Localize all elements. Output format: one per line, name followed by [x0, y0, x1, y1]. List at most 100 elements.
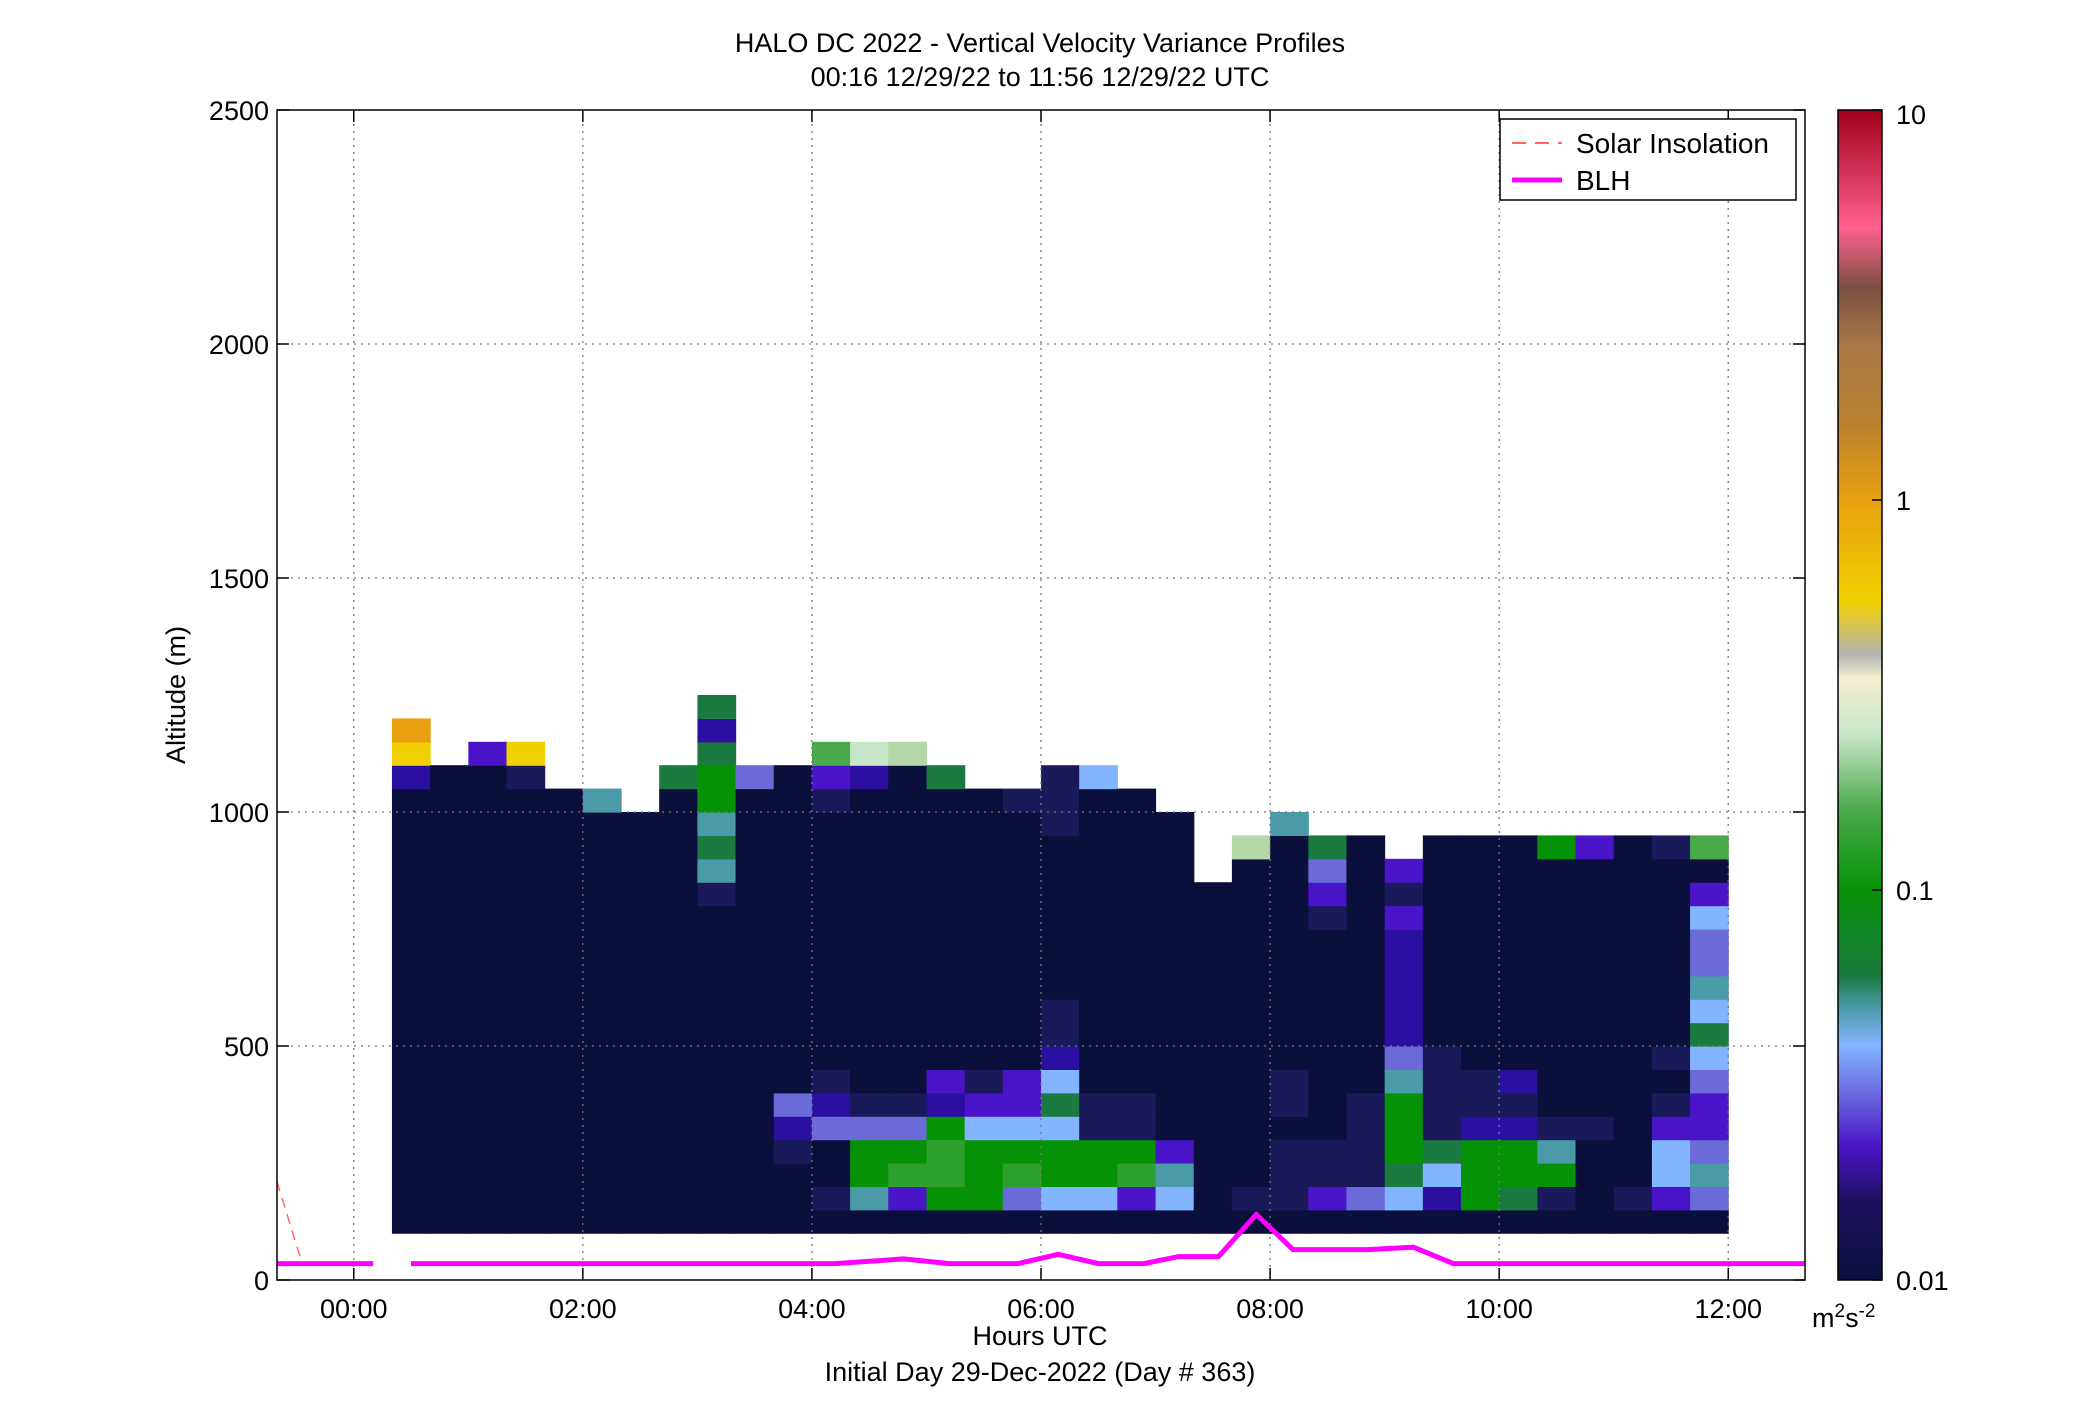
- heatmap-cell: [850, 1092, 889, 1117]
- heatmap-cell: [1690, 1163, 1729, 1187]
- heatmap-cell: [1575, 835, 1615, 860]
- heatmap-cell: [1117, 1116, 1157, 1141]
- heatmap-cell: [544, 975, 584, 1000]
- heatmap-cell: [697, 835, 737, 860]
- heatmap-cell: [1117, 1046, 1157, 1070]
- heatmap-cell: [468, 952, 508, 977]
- heatmap-cell: [1117, 1139, 1157, 1164]
- heatmap-cell: [1651, 835, 1691, 860]
- heatmap-cell: [1270, 1209, 1309, 1234]
- heatmap-cell: [1499, 1163, 1538, 1187]
- heatmap-cell: [888, 975, 927, 1000]
- heatmap-cell: [621, 975, 660, 1000]
- heatmap-cell: [582, 1139, 622, 1164]
- heatmap-cell: [544, 905, 584, 930]
- heatmap-cell: [888, 952, 927, 977]
- heatmap-cell: [1346, 975, 1386, 1000]
- heatmap-cell: [773, 1116, 813, 1141]
- heatmap-cell: [1079, 1069, 1118, 1094]
- heatmap-cell: [1155, 835, 1195, 860]
- heatmap-cell: [1537, 905, 1577, 930]
- heatmap-cell: [468, 1116, 508, 1141]
- heatmap-cell: [391, 1163, 431, 1187]
- heatmap-cell: [926, 812, 966, 836]
- heatmap-cell: [659, 1069, 698, 1094]
- heatmap-cell: [1155, 1092, 1195, 1117]
- heatmap-cell: [964, 975, 1004, 1000]
- heatmap-cell: [697, 975, 737, 1000]
- heatmap-cell: [1499, 1022, 1538, 1047]
- heatmap-cell: [1231, 1163, 1271, 1187]
- y-tick-label: 2000: [209, 330, 269, 360]
- heatmap-cell: [1346, 1046, 1386, 1070]
- heatmap-cell: [1270, 1139, 1309, 1164]
- heatmap-cell: [1193, 1022, 1233, 1047]
- heatmap-cell: [1575, 882, 1615, 907]
- heatmap-cell: [506, 882, 546, 907]
- heatmap-cell: [391, 905, 431, 930]
- heatmap-cell: [659, 1022, 698, 1047]
- heatmap-cell: [621, 929, 660, 953]
- heatmap-cell: [1422, 1069, 1462, 1094]
- heatmap-cell: [430, 1116, 469, 1141]
- heatmap-cell: [1155, 1186, 1195, 1211]
- heatmap-cell: [430, 999, 469, 1024]
- heatmap-cell: [659, 882, 698, 907]
- heatmap-cell: [1193, 975, 1233, 1000]
- heatmap-cell: [1193, 882, 1233, 907]
- heatmap-cell: [1346, 1092, 1386, 1117]
- heatmap-cell: [582, 858, 622, 883]
- heatmap-cell: [1117, 858, 1157, 883]
- heatmap-cell: [582, 882, 622, 907]
- heatmap-cell: [1384, 1209, 1424, 1234]
- heatmap-cell: [621, 858, 660, 883]
- heatmap-cell: [1690, 1022, 1729, 1047]
- heatmap-cell: [811, 1116, 851, 1141]
- heatmap-cell: [1460, 1046, 1500, 1070]
- heatmap-cell: [1270, 858, 1309, 883]
- heatmap-cell: [430, 788, 469, 813]
- heatmap-cell: [773, 1163, 813, 1187]
- heatmap-cell: [468, 788, 508, 813]
- heatmap-cell: [506, 952, 546, 977]
- heatmap-cell: [1613, 1116, 1653, 1141]
- heatmap-cell: [1613, 1163, 1653, 1187]
- heatmap-cell: [1270, 812, 1309, 836]
- heatmap-cell: [926, 952, 966, 977]
- heatmap-cell: [964, 1069, 1004, 1094]
- heatmap-cell: [1270, 1186, 1309, 1211]
- heatmap-cell: [1651, 1092, 1691, 1117]
- heatmap-cell: [1002, 858, 1042, 883]
- heatmap-cell: [1117, 1163, 1157, 1187]
- legend: Solar Insolation BLH: [1499, 118, 1797, 201]
- heatmap-cell: [1041, 1069, 1080, 1094]
- heatmap-cell: [735, 1022, 775, 1047]
- heatmap-cell: [1499, 905, 1538, 930]
- heatmap-cell: [1041, 1163, 1080, 1187]
- heatmap-cell: [850, 858, 889, 883]
- heatmap-cell: [735, 1139, 775, 1164]
- heatmap-cell: [582, 1163, 622, 1187]
- heatmap-cell: [1422, 882, 1462, 907]
- heatmap-cell: [888, 1069, 927, 1094]
- heatmap-cell: [1041, 788, 1080, 813]
- heatmap-cell: [1613, 952, 1653, 977]
- heatmap-cell: [1231, 1116, 1271, 1141]
- heatmap-cell: [888, 812, 927, 836]
- heatmap-cell: [1346, 1209, 1386, 1234]
- heatmap-cell: [1499, 1046, 1538, 1070]
- heatmap-cell: [391, 882, 431, 907]
- heatmap-cell: [888, 858, 927, 883]
- heatmap-cell: [850, 835, 889, 860]
- heatmap-cell: [1041, 1022, 1080, 1047]
- heatmap-cell: [1499, 975, 1538, 1000]
- heatmap-cell: [773, 929, 813, 953]
- heatmap-cell: [1460, 835, 1500, 860]
- heatmap-cell: [468, 812, 508, 836]
- heatmap-cell: [964, 1022, 1004, 1047]
- heatmap-cell: [735, 835, 775, 860]
- heatmap-cell: [1270, 1022, 1309, 1047]
- heatmap-cell: [888, 1046, 927, 1070]
- heatmap-cell: [468, 1209, 508, 1234]
- heatmap-cell: [735, 765, 775, 790]
